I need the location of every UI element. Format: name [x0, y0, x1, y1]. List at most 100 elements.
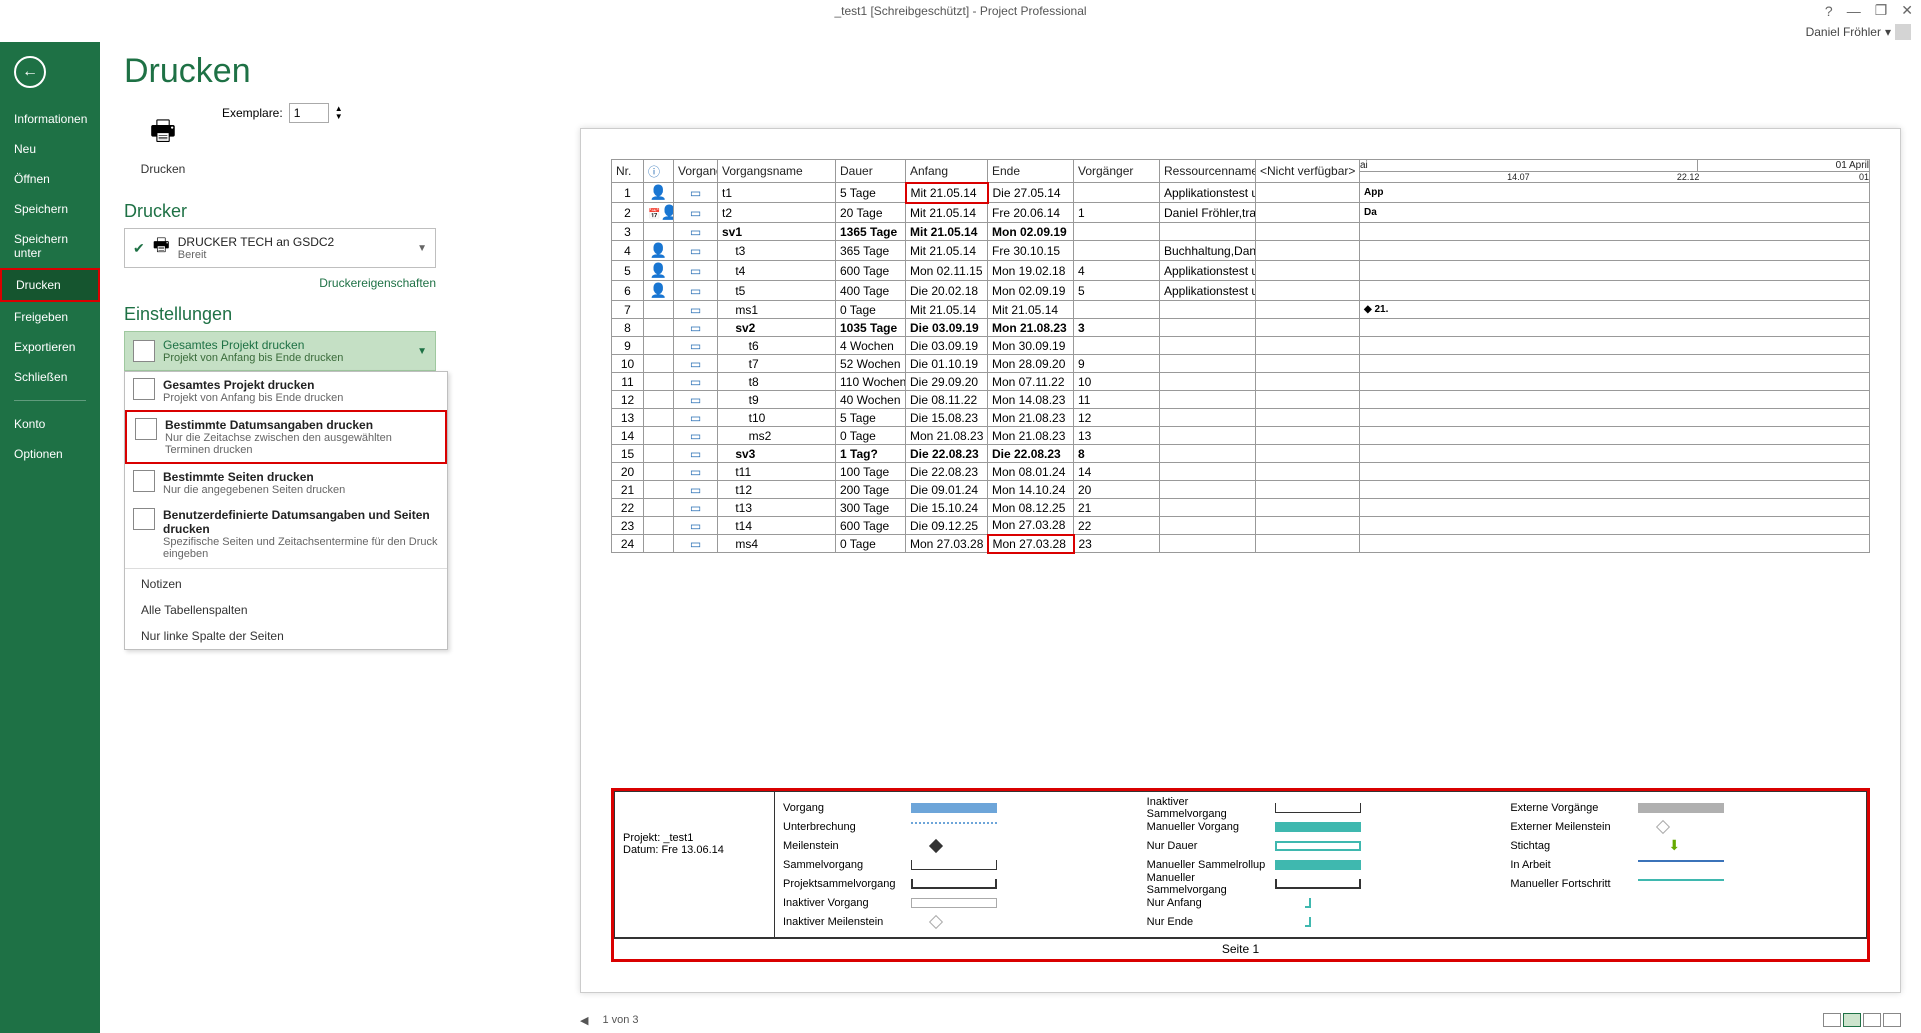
cell-mode: ▭: [674, 319, 718, 337]
cell-resources: Applikationstest u: [1160, 261, 1256, 281]
nav-item-neu[interactable]: Neu: [0, 134, 100, 164]
user-menu-caret[interactable]: ▾: [1885, 25, 1891, 39]
nav-item-schließen[interactable]: Schließen: [0, 362, 100, 392]
help-icon[interactable]: ?: [1821, 3, 1837, 19]
dropdown-plain-item[interactable]: Alle Tabellenspalten: [125, 597, 447, 623]
user-name[interactable]: Daniel Fröhler: [1806, 25, 1881, 39]
page-heading: Drucken: [124, 52, 1897, 91]
nav-item-freigeben[interactable]: Freigeben: [0, 302, 100, 332]
table-row: 3 ▭ sv1 1365 Tage Mit 21.05.14 Mon 02.09…: [612, 223, 1870, 241]
legend-column: VorgangUnterbrechungMeilensteinSammelvor…: [775, 798, 1139, 931]
close-icon[interactable]: ✕: [1897, 2, 1917, 19]
column-header: Ressourcennamen: [1160, 160, 1256, 183]
back-button[interactable]: ←: [14, 56, 46, 88]
task-mode-icon: ▭: [690, 206, 701, 220]
cell-resources: [1160, 409, 1256, 427]
minimize-icon[interactable]: —: [1843, 3, 1865, 19]
cell-mode: ▭: [674, 373, 718, 391]
print-button[interactable]: 🖶 Drucken: [124, 103, 202, 183]
nav-item-speichern[interactable]: Speichern: [0, 194, 100, 224]
cell-na: [1256, 337, 1360, 355]
cell-timeline: [1360, 427, 1870, 445]
cell-name: t10: [718, 409, 836, 427]
backstage-sidebar: ← InformationenNeuÖffnenSpeichernSpeiche…: [0, 42, 100, 1033]
restore-icon[interactable]: ❐: [1871, 2, 1892, 19]
nav-item-konto[interactable]: Konto: [0, 409, 100, 439]
cell-duration: 1035 Tage: [836, 319, 906, 337]
dropdown-item[interactable]: Bestimmte Seiten drucken Nur die angegeb…: [125, 464, 447, 502]
cell-end: Mon 28.09.20: [988, 355, 1074, 373]
legend-label: Manueller Vorgang: [1147, 821, 1267, 833]
cell-indicator: [644, 535, 674, 553]
dropdown-item[interactable]: Benutzerdefinierte Datumsangaben und Sei…: [125, 502, 447, 566]
dropdown-item[interactable]: Gesamtes Projekt drucken Projekt von Anf…: [125, 372, 447, 410]
printer-icon: 🖶: [131, 110, 195, 158]
legend-project: Projekt: _test1: [623, 832, 766, 844]
cell-name: ms4: [718, 535, 836, 553]
cell-nr: 22: [612, 499, 644, 517]
dropdown-plain-item[interactable]: Notizen: [125, 571, 447, 597]
printer-properties-link[interactable]: Druckereigenschaften: [319, 276, 436, 290]
cell-end: Mon 21.08.23: [988, 319, 1074, 337]
task-mode-icon: ▭: [690, 284, 701, 298]
page-nav-prev[interactable]: ◀: [580, 1014, 588, 1027]
view-icon-4[interactable]: [1883, 1013, 1901, 1027]
legend-label: Vorgang: [783, 802, 903, 814]
legend-symbol: [1275, 803, 1361, 813]
nav-item-informationen[interactable]: Informationen: [0, 104, 100, 134]
view-icon-2[interactable]: [1843, 1013, 1861, 1027]
cell-predecessor: 12: [1074, 409, 1160, 427]
view-icon-1[interactable]: [1823, 1013, 1841, 1027]
view-icon-3[interactable]: [1863, 1013, 1881, 1027]
legend-symbol: [911, 860, 997, 870]
cell-duration: 600 Tage: [836, 261, 906, 281]
legend-item: Manueller Vorgang: [1147, 817, 1495, 836]
range-title: Gesamtes Projekt drucken: [163, 338, 304, 352]
cell-nr: 24: [612, 535, 644, 553]
legend-label: Nur Anfang: [1147, 897, 1267, 909]
cell-indicator: [644, 319, 674, 337]
cell-start: Die 03.09.19: [906, 337, 988, 355]
task-mode-icon: ▭: [690, 411, 701, 425]
legend-footer: Seite 1: [614, 938, 1867, 959]
copies-input[interactable]: [289, 103, 329, 123]
cell-timeline: [1360, 535, 1870, 553]
nav-item-drucken[interactable]: Drucken: [0, 268, 100, 302]
cell-end: Mon 07.11.22: [988, 373, 1074, 391]
nav-item-speichern-unter[interactable]: Speichern unter: [0, 224, 100, 268]
legend-symbol: [911, 803, 997, 813]
view-mode-icons: [1823, 1013, 1901, 1027]
legend-item: In Arbeit: [1510, 855, 1858, 874]
task-mode-icon: ▭: [690, 339, 701, 353]
table-row: 5 👤 ▭ t4 600 Tage Mon 02.11.15 Mon 19.02…: [612, 261, 1870, 281]
cell-indicator: [644, 391, 674, 409]
dropdown-item[interactable]: Bestimmte Datumsangaben drucken Nur die …: [125, 410, 447, 464]
nav-item-optionen[interactable]: Optionen: [0, 439, 100, 469]
cell-nr: 13: [612, 409, 644, 427]
cell-mode: ▭: [674, 409, 718, 427]
legend-symbol: [911, 898, 997, 908]
cell-name: t12: [718, 481, 836, 499]
legend-item: Nur Dauer: [1147, 836, 1495, 855]
dropdown-plain-item[interactable]: Nur linke Spalte der Seiten: [125, 623, 447, 649]
cell-mode: ▭: [674, 463, 718, 481]
cell-predecessor: 8: [1074, 445, 1160, 463]
avatar-icon[interactable]: [1895, 24, 1911, 40]
legend-column: Inaktiver SammelvorgangManueller Vorgang…: [1139, 798, 1503, 931]
cell-mode: ▭: [674, 241, 718, 261]
nav-item-öffnen[interactable]: Öffnen: [0, 164, 100, 194]
copies-spinner[interactable]: ▲▼: [335, 105, 343, 121]
print-range-select[interactable]: Gesamtes Projekt drucken Projekt von Anf…: [124, 331, 436, 371]
cell-end: Mon 27.03.28: [988, 517, 1074, 535]
task-mode-icon: ▭: [690, 303, 701, 317]
cell-mode: ▭: [674, 301, 718, 319]
cell-end: Die 27.05.14: [988, 183, 1074, 203]
cell-indicator: [644, 355, 674, 373]
legend-label: Meilenstein: [783, 840, 903, 852]
cell-resources: Applikationstest u: [1160, 183, 1256, 203]
printer-select[interactable]: ✔ 🖶 DRUCKER TECH an GSDC2 Bereit ▼: [124, 228, 436, 268]
cell-timeline: App: [1360, 183, 1870, 203]
print-button-label: Drucken: [131, 162, 195, 176]
nav-item-exportieren[interactable]: Exportieren: [0, 332, 100, 362]
cell-mode: ▭: [674, 445, 718, 463]
